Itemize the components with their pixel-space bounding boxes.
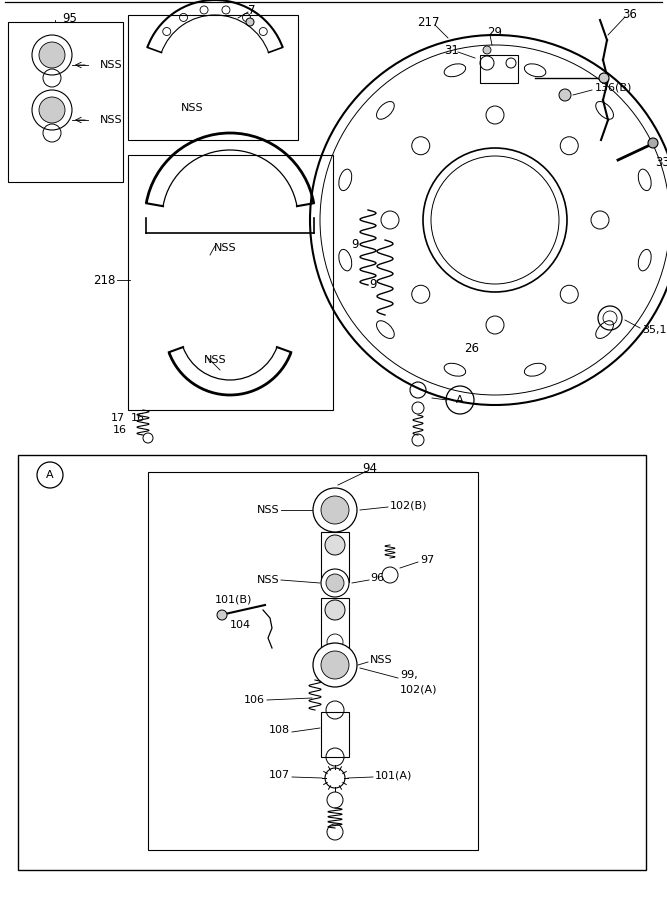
Text: NSS: NSS [203, 355, 226, 365]
Text: 108: 108 [269, 725, 290, 735]
Text: NSS: NSS [100, 115, 123, 125]
Bar [128, 155, 333, 410]
Bar [321, 712, 349, 757]
Text: 107: 107 [269, 770, 290, 780]
Ellipse shape [444, 364, 466, 376]
Text: 97: 97 [420, 555, 434, 565]
Text: 96: 96 [370, 573, 384, 583]
Bar [128, 15, 298, 140]
Circle shape [559, 89, 571, 101]
Bar [18, 455, 646, 870]
Text: 16: 16 [113, 425, 127, 435]
Circle shape [39, 97, 65, 123]
Bar [480, 55, 518, 83]
Circle shape [246, 18, 254, 26]
Text: 16: 16 [131, 413, 145, 423]
Circle shape [32, 35, 72, 75]
Circle shape [313, 643, 357, 687]
Text: 136(B): 136(B) [595, 83, 632, 93]
Text: NSS: NSS [181, 103, 203, 113]
Text: 36: 36 [622, 7, 638, 21]
Text: NSS: NSS [370, 655, 393, 665]
Text: 94: 94 [362, 462, 378, 474]
Circle shape [483, 46, 491, 54]
Ellipse shape [339, 249, 352, 271]
Ellipse shape [377, 320, 394, 338]
Text: NSS: NSS [213, 243, 236, 253]
Circle shape [321, 496, 349, 524]
Text: A: A [456, 395, 464, 405]
Text: 29: 29 [488, 25, 502, 39]
Circle shape [32, 90, 72, 130]
Bar [148, 472, 478, 850]
Circle shape [599, 73, 609, 83]
Ellipse shape [596, 320, 614, 338]
Text: 17: 17 [111, 413, 125, 423]
Text: 101(A): 101(A) [375, 770, 412, 780]
Circle shape [325, 535, 345, 555]
Ellipse shape [524, 64, 546, 76]
Text: 95: 95 [63, 12, 77, 24]
Circle shape [313, 488, 357, 532]
Ellipse shape [339, 169, 352, 191]
Text: 31: 31 [445, 43, 460, 57]
Text: 104: 104 [230, 620, 251, 630]
Text: 217: 217 [417, 15, 440, 29]
Text: 9: 9 [370, 278, 377, 292]
Text: 9: 9 [352, 238, 359, 251]
Bar [321, 532, 349, 582]
Text: 26: 26 [464, 341, 480, 355]
Circle shape [39, 42, 65, 68]
Text: 106: 106 [244, 695, 265, 705]
Circle shape [325, 600, 345, 620]
Ellipse shape [596, 102, 614, 120]
Text: 33: 33 [655, 156, 667, 168]
Text: NSS: NSS [257, 575, 280, 585]
Circle shape [648, 138, 658, 148]
Text: NSS: NSS [257, 505, 280, 515]
Ellipse shape [638, 169, 651, 191]
Ellipse shape [377, 102, 394, 120]
Text: 7: 7 [248, 4, 255, 16]
Text: 102(A): 102(A) [400, 685, 438, 695]
Text: 102(B): 102(B) [390, 500, 428, 510]
Text: 218: 218 [93, 274, 115, 286]
Text: NSS: NSS [100, 60, 123, 70]
Text: A: A [46, 470, 54, 480]
Circle shape [321, 651, 349, 679]
Text: 99,: 99, [400, 670, 418, 680]
Circle shape [321, 569, 349, 597]
Circle shape [326, 574, 344, 592]
Ellipse shape [444, 64, 466, 76]
Circle shape [217, 610, 227, 620]
Ellipse shape [638, 249, 651, 271]
Text: 35,136(A): 35,136(A) [642, 325, 667, 335]
Text: 101(B): 101(B) [215, 595, 252, 605]
Ellipse shape [524, 364, 546, 376]
Bar [321, 598, 349, 658]
Bar [8, 22, 123, 182]
